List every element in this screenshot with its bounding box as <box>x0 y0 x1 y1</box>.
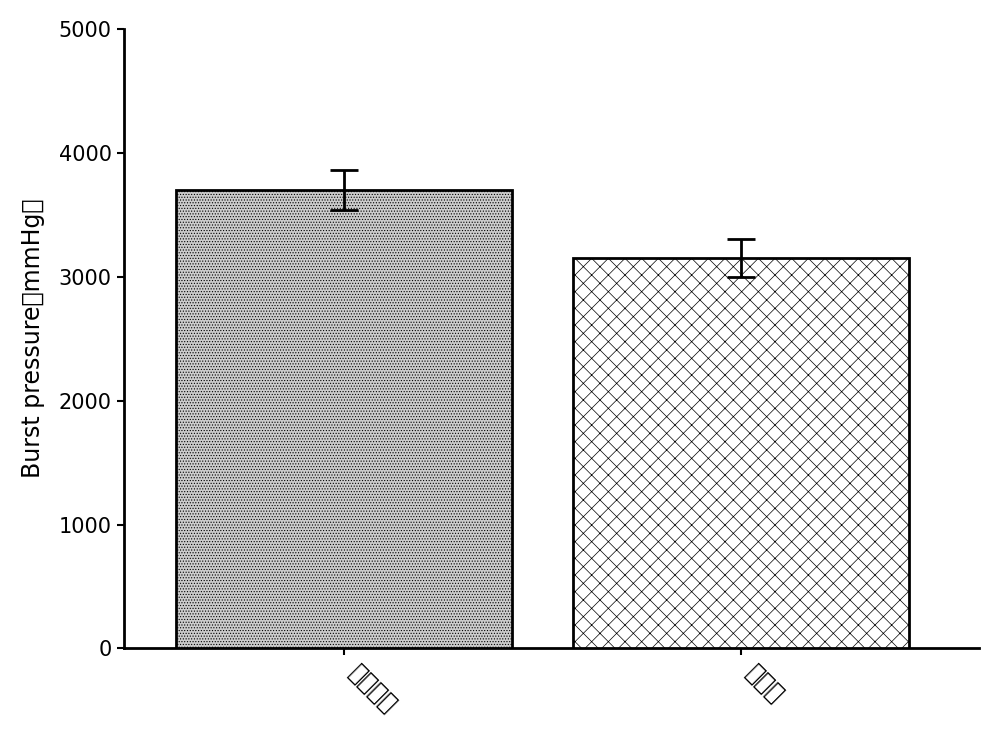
Y-axis label: Burst pressure（mmHg）: Burst pressure（mmHg） <box>21 199 45 478</box>
Bar <box>573 258 909 649</box>
Bar <box>176 190 512 649</box>
